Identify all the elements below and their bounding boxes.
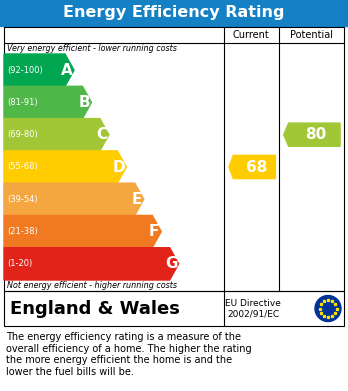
Text: (92-100): (92-100) [7, 66, 43, 75]
Polygon shape [4, 151, 126, 183]
Text: (81-91): (81-91) [7, 98, 38, 107]
Text: 68: 68 [246, 160, 267, 174]
Bar [0, 0, 348, 26]
Circle shape [315, 296, 341, 321]
Text: 80: 80 [305, 127, 326, 142]
Text: D: D [113, 160, 126, 174]
Text: A: A [61, 63, 73, 78]
Polygon shape [4, 118, 109, 151]
Text: EU Directive
2002/91/EC: EU Directive 2002/91/EC [226, 299, 281, 318]
Polygon shape [4, 54, 74, 86]
Polygon shape [4, 248, 179, 280]
Text: Energy Efficiency Rating: Energy Efficiency Rating [63, 5, 285, 20]
Text: (21-38): (21-38) [7, 227, 38, 236]
Text: The energy efficiency rating is a measure of the
overall efficiency of a home. T: The energy efficiency rating is a measur… [6, 332, 252, 377]
Text: (69-80): (69-80) [7, 130, 38, 139]
Polygon shape [284, 123, 340, 146]
Text: C: C [96, 127, 108, 142]
Polygon shape [4, 86, 92, 118]
Polygon shape [4, 183, 144, 215]
Text: Not energy efficient - higher running costs: Not energy efficient - higher running co… [7, 281, 177, 290]
Bar [4, 291, 344, 326]
Bar [4, 27, 344, 291]
Text: Potential: Potential [290, 30, 333, 40]
Text: B: B [79, 95, 90, 110]
Text: Current: Current [233, 30, 270, 40]
Text: E: E [132, 192, 142, 207]
Text: F: F [149, 224, 159, 239]
Text: (1-20): (1-20) [7, 259, 32, 268]
Text: Very energy efficient - lower running costs: Very energy efficient - lower running co… [7, 44, 177, 53]
Polygon shape [4, 215, 161, 248]
Text: G: G [165, 256, 178, 271]
Text: England & Wales: England & Wales [10, 300, 180, 317]
Text: (39-54): (39-54) [7, 195, 38, 204]
Polygon shape [229, 155, 275, 179]
Text: (55-68): (55-68) [7, 163, 38, 172]
